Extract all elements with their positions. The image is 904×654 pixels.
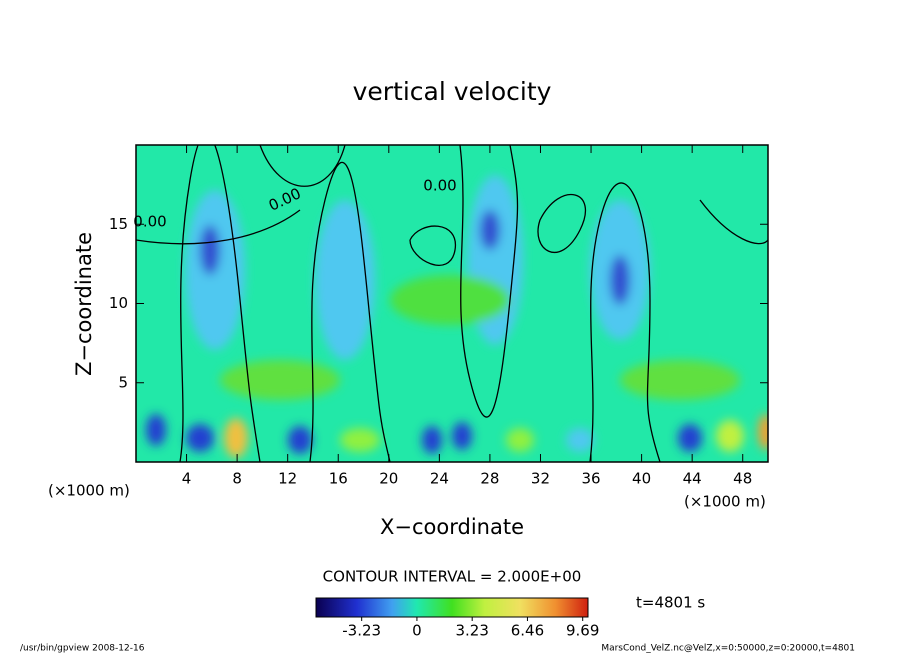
colorbar-tick-label: 9.69 [566, 622, 599, 640]
colorbar-tick-label: 3.23 [455, 622, 488, 640]
x-tick-label: 8 [232, 470, 242, 488]
x-axis-label: X−coordinate [380, 515, 524, 539]
x-tick-label: 32 [531, 470, 550, 488]
x-unit-label: (×1000 m) [48, 482, 130, 500]
y-tick-label: 5 [118, 373, 128, 391]
time-label: t=4801 s [636, 594, 705, 612]
field [136, 145, 768, 462]
contour-label: 0.00 [423, 177, 456, 195]
x-tick-label: 4 [182, 470, 192, 488]
x-tick-label: 12 [278, 470, 297, 488]
colorbar-tick-label: 6.46 [511, 622, 544, 640]
x-tick-label: 24 [430, 470, 449, 488]
chart-title: vertical velocity [353, 77, 552, 106]
colorbar [315, 597, 589, 618]
x-tick-label: 48 [733, 470, 752, 488]
y-axis-label: Z−coordinate [72, 232, 96, 376]
x-tick-label: 40 [632, 470, 651, 488]
colorbar-tick-label: 0 [412, 622, 422, 640]
x-tick-label: 20 [379, 470, 398, 488]
x-tick-label: 44 [683, 470, 702, 488]
x-tick-label: 28 [480, 470, 499, 488]
x-unit-label: (×1000 m) [684, 493, 766, 511]
colorbar-tick-label: -3.23 [342, 622, 381, 640]
contour-interval: CONTOUR INTERVAL = 2.000E+00 [323, 568, 582, 586]
x-tick-label: 36 [581, 470, 600, 488]
y-tick-label: 15 [109, 215, 128, 233]
x-tick-label: 16 [329, 470, 348, 488]
footer-left: /usr/bin/gpview 2008-12-16 [20, 644, 145, 654]
contour-label: 0.00 [133, 213, 166, 231]
y-tick-label: 10 [109, 294, 128, 312]
footer-right: MarsCond_VelZ.nc@VelZ,x=0:50000,z=0:2000… [601, 644, 855, 654]
